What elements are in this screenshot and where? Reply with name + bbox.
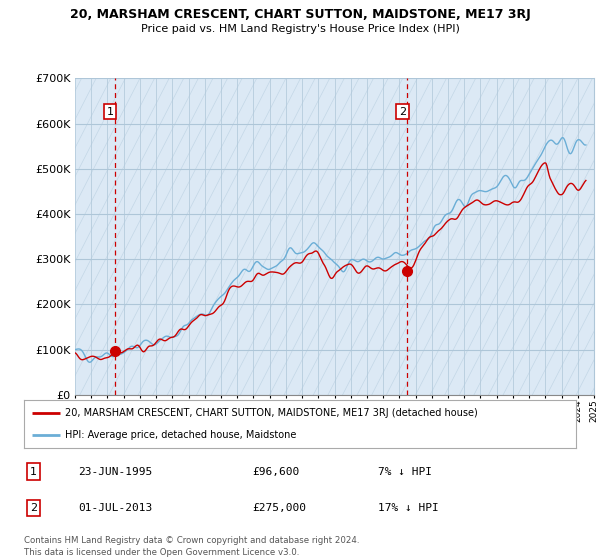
Text: 20, MARSHAM CRESCENT, CHART SUTTON, MAIDSTONE, ME17 3RJ (detached house): 20, MARSHAM CRESCENT, CHART SUTTON, MAID… bbox=[65, 408, 478, 418]
Text: HPI: Average price, detached house, Maidstone: HPI: Average price, detached house, Maid… bbox=[65, 430, 297, 440]
Text: 17% ↓ HPI: 17% ↓ HPI bbox=[378, 503, 439, 513]
Text: 1: 1 bbox=[30, 466, 37, 477]
Text: £96,600: £96,600 bbox=[252, 466, 299, 477]
Text: 2: 2 bbox=[399, 106, 406, 116]
Text: £275,000: £275,000 bbox=[252, 503, 306, 513]
Text: 1: 1 bbox=[107, 106, 113, 116]
Text: 23-JUN-1995: 23-JUN-1995 bbox=[78, 466, 152, 477]
Text: 7% ↓ HPI: 7% ↓ HPI bbox=[378, 466, 432, 477]
Text: 01-JUL-2013: 01-JUL-2013 bbox=[78, 503, 152, 513]
Text: Contains HM Land Registry data © Crown copyright and database right 2024.
This d: Contains HM Land Registry data © Crown c… bbox=[24, 536, 359, 557]
Text: 20, MARSHAM CRESCENT, CHART SUTTON, MAIDSTONE, ME17 3RJ: 20, MARSHAM CRESCENT, CHART SUTTON, MAID… bbox=[70, 8, 530, 21]
Text: Price paid vs. HM Land Registry's House Price Index (HPI): Price paid vs. HM Land Registry's House … bbox=[140, 24, 460, 34]
Text: 2: 2 bbox=[30, 503, 37, 513]
